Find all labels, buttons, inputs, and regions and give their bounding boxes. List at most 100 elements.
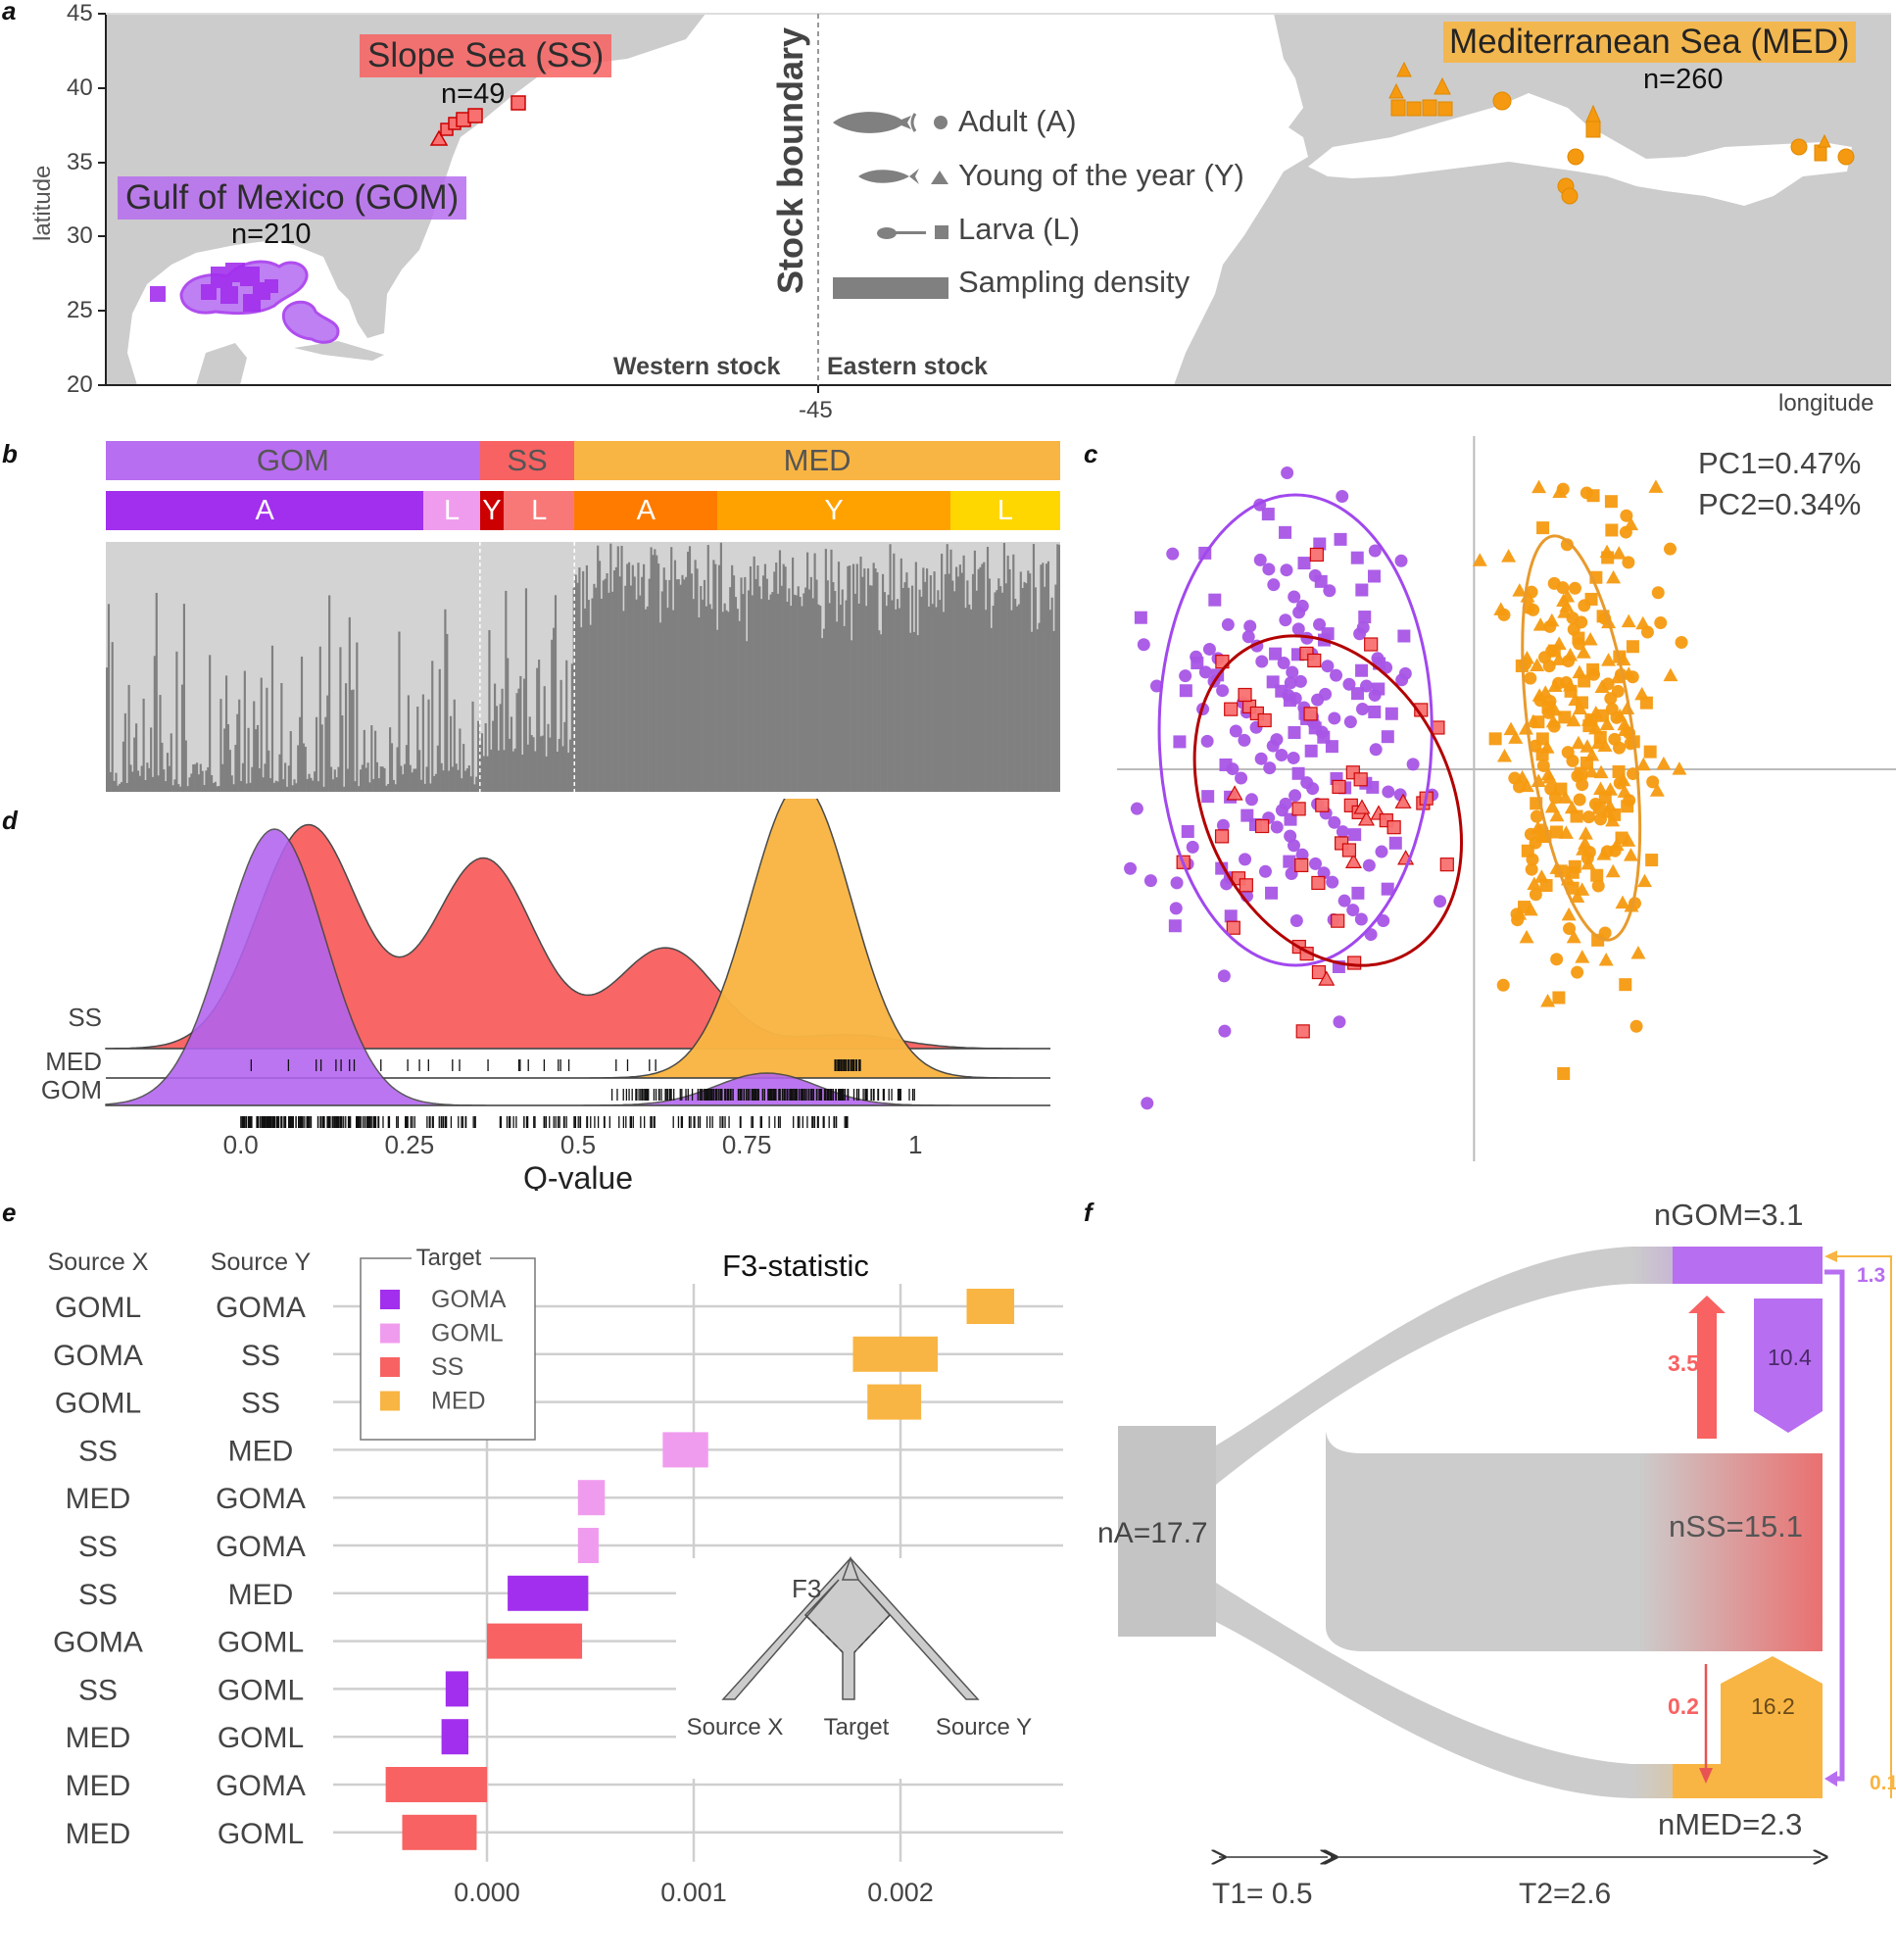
mig-label-med-ss: 16.2 [1751, 1693, 1795, 1719]
admixture-bar [889, 544, 892, 792]
admixture-bar [205, 770, 208, 792]
q-axis-label: Q-value [523, 1160, 633, 1191]
pca-point-med [1527, 876, 1542, 891]
admixture-bar [721, 612, 724, 792]
lat-tick-45: 45 [67, 0, 93, 26]
region-label-ss: Slope Sea (SS) [360, 34, 612, 77]
admixture-bar [203, 784, 206, 792]
admixture-bar [184, 740, 187, 792]
region-segment-ss: SS [479, 441, 575, 480]
header-source-x: Source X [48, 1249, 149, 1276]
admixture-bar [368, 782, 371, 792]
admixture-bar [405, 745, 409, 792]
gom-density-blob-2 [281, 300, 340, 344]
admixture-bar [142, 698, 145, 792]
admixture-bar [451, 766, 454, 792]
pca-point-gom [1295, 848, 1309, 861]
row-source-x: SS [78, 1435, 118, 1467]
admixture-bar [475, 776, 478, 792]
q-tick: 0.75 [722, 1130, 772, 1159]
pca-point-med [1570, 889, 1585, 904]
pc1-variance: PC1=0.47% [1698, 446, 1862, 480]
inset-label: Source X [687, 1714, 784, 1740]
pca-point-med [1566, 612, 1580, 625]
admixture-bar [431, 661, 434, 792]
f3-bar-ss [385, 1767, 487, 1802]
pca-point-ss [1294, 858, 1309, 872]
pca-point-med [1496, 978, 1510, 992]
pca-point-med [1526, 853, 1539, 866]
legend-glyphs [833, 112, 948, 299]
pca-point-med [1574, 766, 1587, 780]
region-n-med: n=260 [1643, 64, 1724, 95]
pca-point-med [1542, 660, 1556, 673]
demography-model [1118, 1247, 1892, 1960]
admixture-bar [574, 574, 577, 792]
row-source-x: SS [78, 1531, 118, 1563]
admixture-bar [173, 779, 176, 792]
row-source-y: GOML [218, 1722, 304, 1754]
admixture-bar [210, 774, 214, 792]
admixture-bar [859, 556, 862, 792]
pca-point-med [1556, 593, 1572, 608]
admixture-bar [352, 689, 355, 792]
admixture-bar [997, 578, 1000, 792]
pca-point-med [1547, 576, 1561, 590]
rug-ticks [610, 1089, 915, 1101]
admixture-bar [872, 563, 875, 792]
pca-point-med [1586, 662, 1600, 676]
admixture-bar [821, 638, 824, 792]
admixture-bar [414, 768, 417, 792]
lat-tick-30: 30 [67, 222, 93, 249]
pca-point-med [1623, 848, 1638, 861]
admixture-bar [960, 572, 963, 792]
pca-point-med [1529, 836, 1542, 850]
f3-x-tick: 0.002 [867, 1878, 934, 1907]
admixture-bar [190, 773, 193, 792]
f3-bar-goma [445, 1671, 469, 1707]
pca-point-gom [1351, 687, 1365, 701]
pca-point-gom [1134, 611, 1147, 624]
admixture-bar [133, 737, 136, 792]
admixture-bar [668, 579, 671, 792]
pca-point-ss [1226, 785, 1243, 801]
admixture-bar [1017, 604, 1021, 792]
pca-point-gom [1261, 508, 1275, 521]
row-source-y: GOML [218, 1627, 304, 1659]
admixture-bar [597, 545, 600, 792]
admixture-bar [585, 564, 588, 792]
admixture-bar [251, 766, 254, 792]
admixture-bar [732, 575, 736, 792]
stage-segment: L [504, 491, 575, 530]
pca-point-med [1598, 953, 1614, 966]
admixture-bar [631, 564, 634, 792]
admixture-bar [767, 599, 770, 792]
admixture-bar [1025, 583, 1028, 792]
admixture-bar [891, 600, 894, 792]
admixture-bar [832, 582, 835, 792]
pca-point-med [1578, 599, 1591, 612]
admixture-bar [710, 609, 713, 792]
pca-point-med [1561, 906, 1577, 921]
pca-point-gom [1124, 861, 1138, 875]
nss-label: nSS=15.1 [1669, 1509, 1804, 1544]
mig-label-ss-gom: 3.5 [1668, 1350, 1699, 1376]
pca-point-ss [1439, 858, 1454, 872]
pca-point-med [1619, 978, 1632, 992]
population-ss [1326, 1431, 1823, 1651]
admixture-bar [168, 765, 170, 792]
admixture-bar [218, 786, 220, 792]
admixture-bar [545, 756, 548, 792]
pca-point-gom [1321, 660, 1335, 673]
admixture-bar [346, 768, 350, 792]
admixture-bar [534, 751, 537, 792]
admixture-bar [968, 604, 971, 792]
pca-point-med [1621, 833, 1636, 847]
admixture-bar [736, 609, 739, 792]
admixture-bar [1027, 570, 1030, 792]
pca-point-med [1544, 612, 1560, 627]
admixture-bar [195, 762, 199, 792]
pca-point-gom [1141, 1097, 1154, 1110]
admixture-bar [282, 779, 285, 792]
admixture-bar [192, 763, 195, 792]
